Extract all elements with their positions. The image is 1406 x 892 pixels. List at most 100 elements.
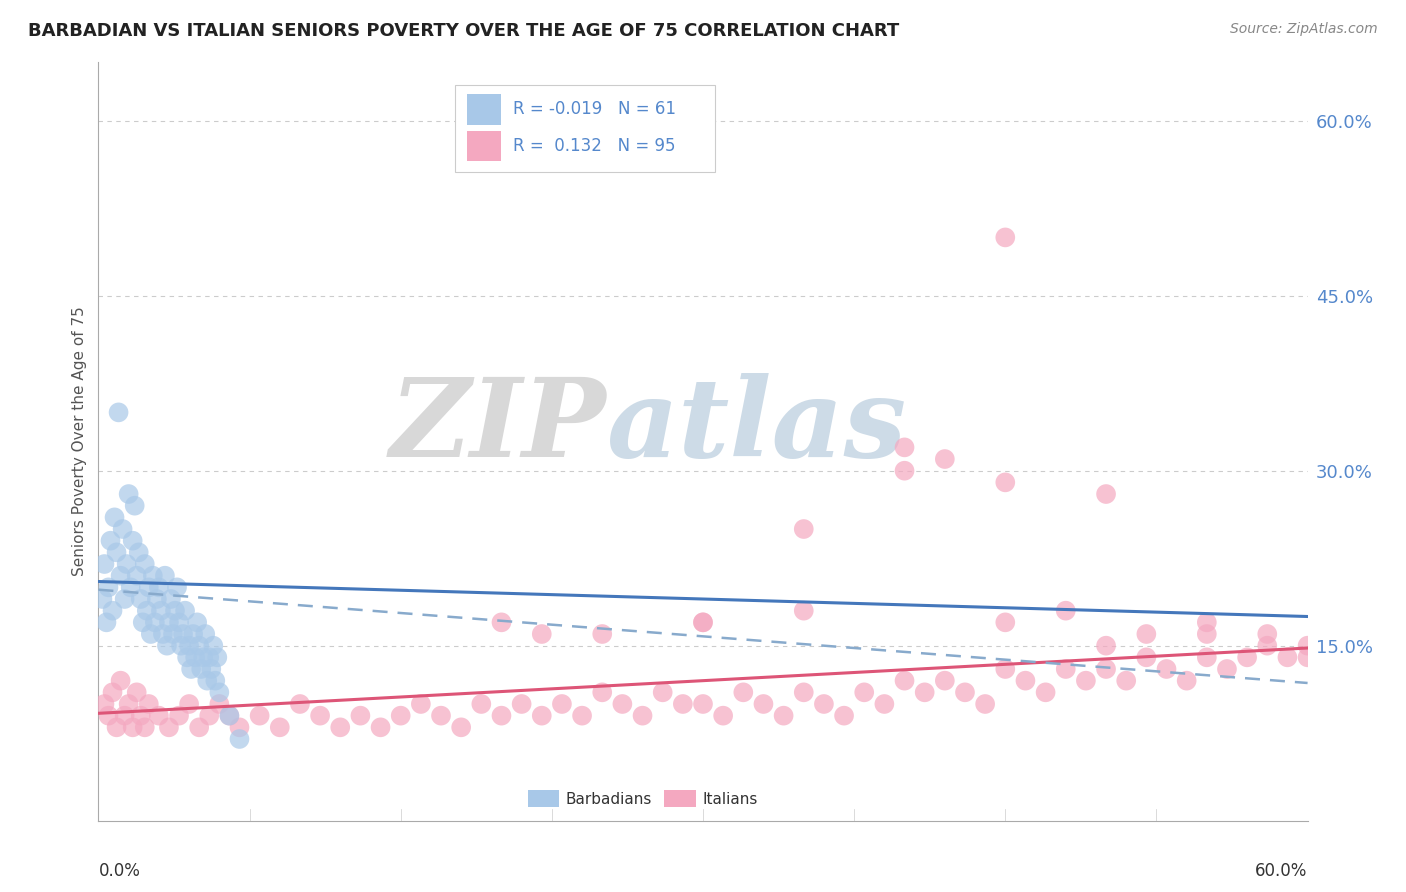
Point [195,673,218,688]
Point [97,708,120,723]
Point [97,580,120,594]
Point [389,708,412,723]
Point [1095,662,1118,676]
Point [157,615,180,630]
Point [1054,662,1077,676]
Point [692,615,714,630]
Point [148,580,170,594]
Point [93,697,115,711]
Point [813,697,835,711]
Point [752,697,775,711]
Point [135,604,157,618]
Y-axis label: Seniors Poverty Over the Age of 75: Seniors Poverty Over the Age of 75 [72,307,87,576]
Point [156,639,179,653]
Point [149,604,172,618]
Point [491,615,513,630]
Point [139,627,162,641]
Point [1156,662,1178,676]
Text: 0.0%: 0.0% [98,863,141,880]
Bar [527,790,560,807]
Point [1095,639,1118,653]
Point [591,627,613,641]
Point [893,673,915,688]
Point [470,697,492,711]
Point [1035,685,1057,699]
Text: atlas: atlas [606,373,907,480]
Point [450,720,472,734]
Text: R = -0.019   N = 61: R = -0.019 N = 61 [513,101,676,119]
Point [124,499,146,513]
FancyBboxPatch shape [456,85,716,172]
Point [1256,627,1278,641]
Point [115,557,138,571]
Text: Source: ZipAtlas.com: Source: ZipAtlas.com [1230,22,1378,37]
Point [114,592,136,607]
Point [349,708,371,723]
Point [692,615,714,630]
Point [128,545,150,559]
Point [105,720,128,734]
Point [612,697,634,711]
Point [118,697,141,711]
Point [1115,673,1137,688]
Point [125,568,148,582]
Point [125,685,148,699]
Point [1095,487,1118,501]
Point [121,533,143,548]
Point [143,615,166,630]
Point [153,568,176,582]
Point [120,580,142,594]
Point [121,720,143,734]
Point [100,533,122,548]
Point [974,697,997,711]
Point [129,592,152,607]
Point [180,662,202,676]
Point [893,441,915,455]
Point [1296,639,1319,653]
Point [157,720,180,734]
Point [162,627,184,641]
Point [96,615,118,630]
Point [138,580,160,594]
Point [370,720,392,734]
Point [111,522,134,536]
Point [101,604,124,618]
Point [711,708,734,723]
Point [994,230,1017,244]
Point [188,720,211,734]
Point [142,568,165,582]
Text: ZIP: ZIP [389,373,606,480]
Point [1175,673,1198,688]
Point [200,662,222,676]
Text: 60.0%: 60.0% [1256,863,1308,880]
Point [1236,650,1258,665]
Point [309,708,332,723]
Point [1074,673,1097,688]
Point [953,685,976,699]
Point [184,650,207,665]
Point [873,697,896,711]
Point [530,627,553,641]
Point [134,720,156,734]
Point [208,697,231,711]
Point [181,627,204,641]
Point [174,604,197,618]
Point [491,708,513,723]
Point [167,708,190,723]
Point [1135,650,1157,665]
Point [631,708,654,723]
Bar [664,790,696,807]
Text: BARBADIAN VS ITALIAN SENIORS POVERTY OVER THE AGE OF 75 CORRELATION CHART: BARBADIAN VS ITALIAN SENIORS POVERTY OVE… [28,22,900,40]
Point [430,708,453,723]
Point [114,708,136,723]
Point [793,685,815,699]
Point [1054,604,1077,618]
Point [249,708,271,723]
Point [193,650,215,665]
Point [179,697,201,711]
Point [692,697,714,711]
Text: Italians: Italians [703,792,758,807]
Point [170,639,193,653]
Point [207,650,229,665]
Point [994,662,1017,676]
